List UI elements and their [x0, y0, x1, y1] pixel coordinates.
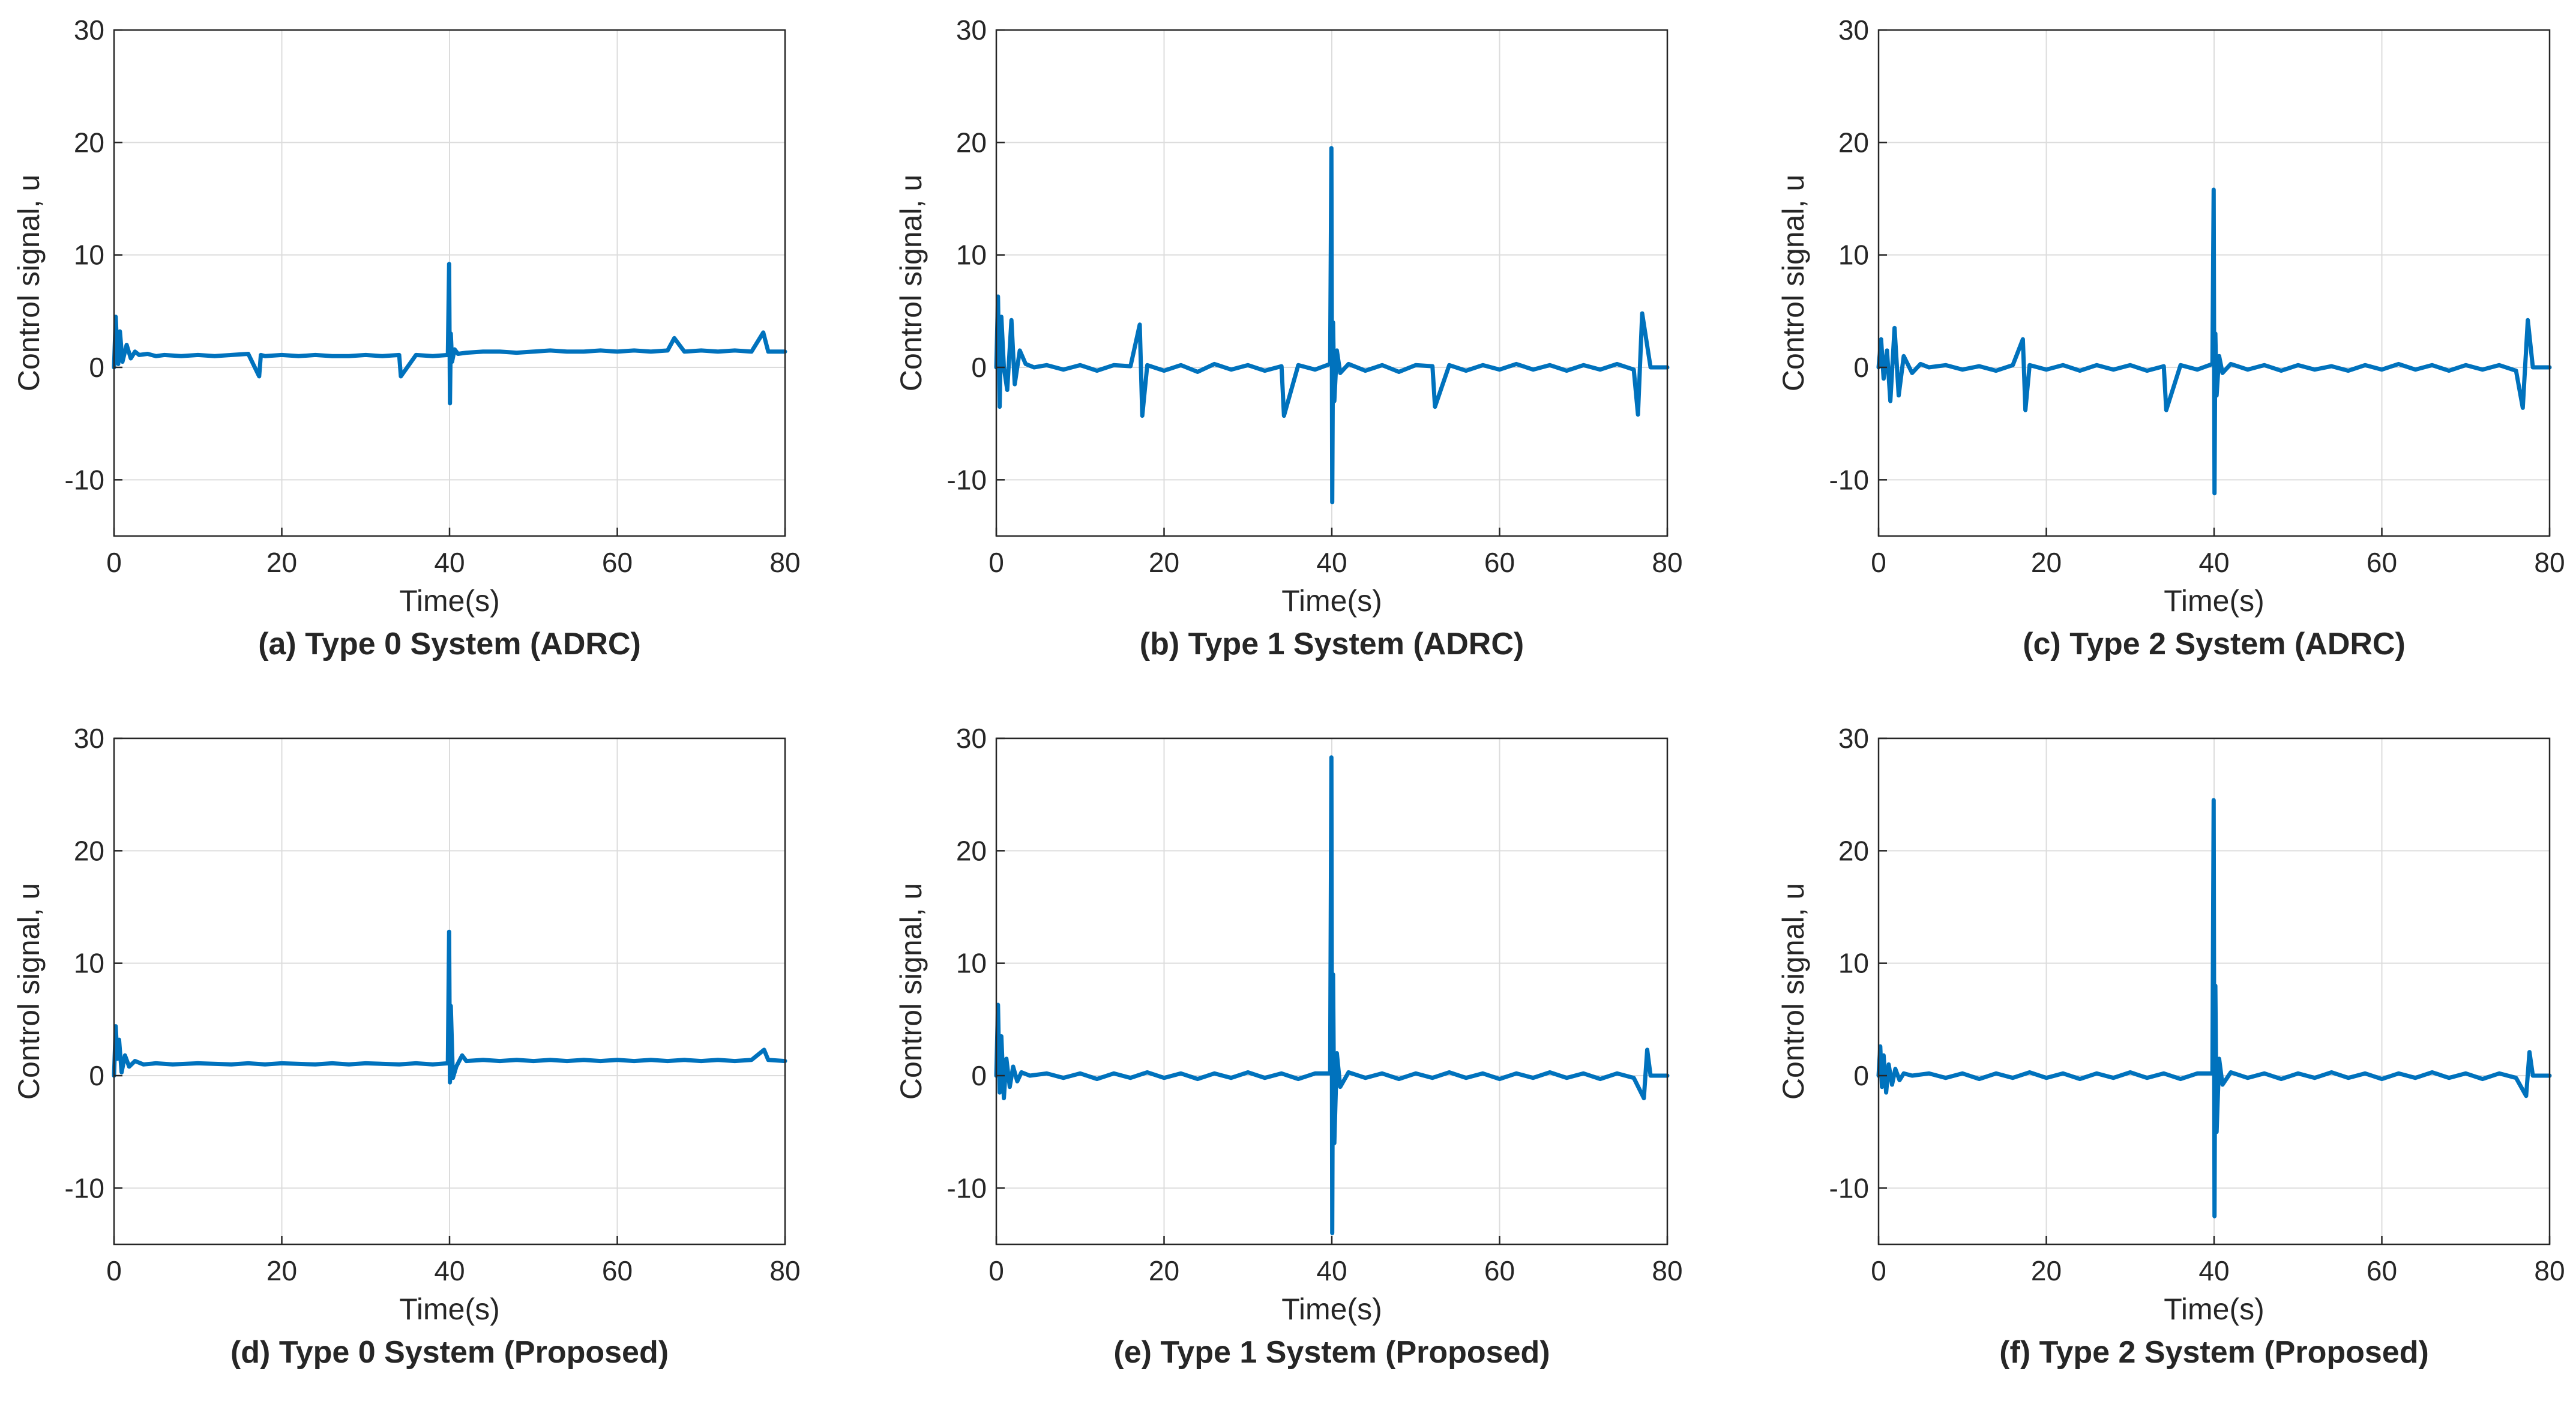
x-tick-label: 80 [1652, 1255, 1682, 1286]
x-tick-label: 80 [2534, 1255, 2565, 1286]
y-tick-label: -10 [65, 464, 104, 495]
x-tick-label: 0 [1871, 1255, 1886, 1286]
x-tick-label: 20 [2031, 1255, 2062, 1286]
x-tick-label: 80 [769, 547, 800, 578]
y-tick-label: -10 [1829, 464, 1869, 495]
x-axis-label: Time(s) [399, 584, 500, 618]
y-tick-label: 30 [956, 723, 987, 754]
subplot-3: 0 20 40 60 80 -10 0 10 20 30 Time(s) Control signal… [12, 723, 801, 1370]
subplot-0: 0 20 40 60 80 -10 0 10 20 30 Time(s) Control signal… [12, 14, 801, 661]
subplot-caption: (e) Type 1 System (Proposed) [1113, 1335, 1550, 1370]
y-tick-label: 10 [956, 948, 987, 979]
x-tick-label: 20 [266, 1255, 297, 1286]
x-tick-label: 40 [2198, 1255, 2229, 1286]
subplot-caption: (a) Type 0 System (ADRC) [258, 627, 641, 661]
x-tick-label: 40 [434, 1255, 465, 1286]
y-tick-label: 0 [89, 1060, 104, 1091]
y-tick-label: 0 [971, 352, 987, 383]
x-tick-label: 60 [602, 1255, 633, 1286]
x-tick-label: 40 [1316, 547, 1347, 578]
y-tick-label: 20 [74, 835, 104, 866]
y-tick-label: 10 [1838, 948, 1869, 979]
y-tick-label: 30 [1838, 14, 1869, 46]
y-tick-label: -10 [947, 464, 987, 495]
x-tick-label: 20 [1149, 1255, 1179, 1286]
y-tick-label: 20 [956, 835, 987, 866]
series-line-0 [112, 262, 787, 406]
subplot-caption: (d) Type 0 System (Proposed) [230, 1335, 669, 1370]
y-axis-label: Control signal, u [894, 883, 928, 1100]
y-tick-label: 20 [1838, 835, 1869, 866]
y-tick-label: 0 [1853, 352, 1869, 383]
x-tick-label: 40 [1316, 1255, 1347, 1286]
y-tick-label: 30 [74, 723, 104, 754]
subplot-5: 0 20 40 60 80 -10 0 10 20 30 Time(s) Control signal… [1777, 723, 2565, 1370]
y-tick-label: -10 [947, 1172, 987, 1204]
x-tick-label: 60 [602, 547, 633, 578]
subplot-4: 0 20 40 60 80 -10 0 10 20 30 Time(s) Control signal… [894, 723, 1683, 1370]
y-tick-label: 0 [89, 352, 104, 383]
y-axis-label: Control signal, u [1777, 883, 1810, 1100]
x-tick-label: 40 [2198, 547, 2229, 578]
y-tick-label: 30 [1838, 723, 1869, 754]
x-tick-label: 0 [989, 547, 1004, 578]
y-tick-label: 10 [74, 948, 104, 979]
x-tick-label: 80 [769, 1255, 800, 1286]
x-tick-label: 60 [2367, 547, 2397, 578]
x-tick-label: 0 [106, 547, 122, 578]
y-tick-label: 10 [74, 240, 104, 271]
x-axis-label: Time(s) [1281, 1292, 1382, 1326]
x-axis-label: Time(s) [2164, 1292, 2265, 1326]
y-axis-label: Control signal, u [894, 175, 928, 391]
y-axis-label: Control signal, u [12, 175, 46, 391]
y-tick-label: 20 [74, 127, 104, 158]
y-tick-label: -10 [65, 1172, 104, 1204]
y-tick-label: 0 [971, 1060, 987, 1091]
series-line-0 [994, 755, 1670, 1235]
subplot-1: 0 20 40 60 80 -10 0 10 20 30 Time(s) Control signal… [894, 14, 1683, 661]
x-tick-label: 20 [1149, 547, 1179, 578]
y-tick-label: -10 [1829, 1172, 1869, 1204]
y-axis-label: Control signal, u [12, 883, 46, 1100]
subplot-caption: (f) Type 2 System (Proposed) [1999, 1335, 2429, 1370]
subplot-caption: (b) Type 1 System (ADRC) [1140, 627, 1524, 661]
y-tick-label: 10 [1838, 240, 1869, 271]
subplot-2: 0 20 40 60 80 -10 0 10 20 30 Time(s) Control signal… [1777, 14, 2565, 661]
subplot-caption: (c) Type 2 System (ADRC) [2023, 627, 2406, 661]
series-line-0 [994, 146, 1670, 505]
series-line-0 [1876, 798, 2552, 1219]
x-tick-label: 60 [1484, 547, 1515, 578]
x-tick-label: 60 [1484, 1255, 1515, 1286]
y-tick-label: 20 [956, 127, 987, 158]
x-tick-label: 0 [1871, 547, 1886, 578]
x-tick-label: 0 [106, 1255, 122, 1286]
x-tick-label: 20 [2031, 547, 2062, 578]
y-tick-label: 0 [1853, 1060, 1869, 1091]
x-axis-label: Time(s) [2164, 584, 2265, 618]
series-line-0 [1876, 187, 2552, 496]
x-tick-label: 80 [2534, 547, 2565, 578]
y-tick-label: 30 [74, 14, 104, 46]
y-tick-label: 10 [956, 240, 987, 271]
x-tick-label: 0 [989, 1255, 1004, 1286]
series-line-0 [112, 929, 787, 1085]
x-tick-label: 80 [1652, 547, 1682, 578]
x-axis-label: Time(s) [1281, 584, 1382, 618]
y-tick-label: 30 [956, 14, 987, 46]
y-tick-label: 20 [1838, 127, 1869, 158]
x-tick-label: 40 [434, 547, 465, 578]
y-axis-label: Control signal, u [1777, 175, 1810, 391]
x-axis-label: Time(s) [399, 1292, 500, 1326]
x-tick-label: 20 [266, 547, 297, 578]
x-tick-label: 60 [2367, 1255, 2397, 1286]
